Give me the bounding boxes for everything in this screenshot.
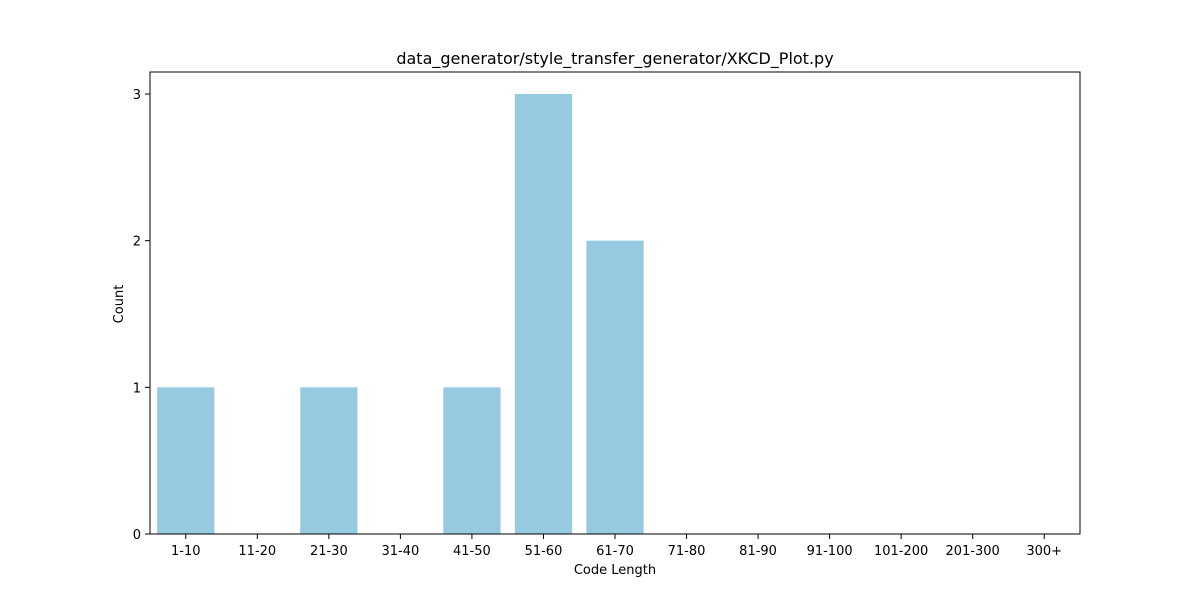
- bar-1-10: [157, 387, 215, 534]
- x-tick-label: 101-200: [874, 544, 928, 559]
- y-tick-label: 3: [133, 88, 141, 103]
- x-tick-label: 81-90: [739, 544, 777, 559]
- plot-area: 1-10 11-20 21-30 31-40 41-50 51-60 61-70 71-80 8…: [133, 71, 1081, 559]
- x-tick-label: 61-70: [596, 544, 634, 559]
- y-axis-label: Count: [112, 285, 127, 324]
- bar-61-70: [586, 240, 644, 535]
- bar-51-60: [514, 94, 573, 534]
- x-tick-label: 41-50: [453, 544, 491, 559]
- x-tick-label: 11-20: [238, 544, 276, 559]
- y-tick-label: 0: [133, 528, 141, 543]
- x-tick-label: 300+: [1026, 544, 1062, 559]
- x-tick-label: 91-100: [807, 544, 853, 559]
- y-tick-label: 1: [133, 381, 141, 396]
- x-tick-label: 71-80: [668, 544, 706, 559]
- x-axis-label: Code Length: [574, 563, 656, 578]
- x-tick-label: 201-300: [946, 544, 1000, 559]
- y-tick-label: 2: [133, 235, 141, 250]
- x-tick-label: 51-60: [525, 544, 563, 559]
- bar-41-50: [443, 387, 501, 534]
- x-tick-label: 31-40: [381, 544, 419, 559]
- chart-title: data_generator/style_transfer_generator/…: [396, 49, 833, 69]
- bar-21-30: [300, 387, 358, 534]
- x-tick-label: 1-10: [171, 544, 201, 559]
- x-tick-label: 21-30: [310, 544, 348, 559]
